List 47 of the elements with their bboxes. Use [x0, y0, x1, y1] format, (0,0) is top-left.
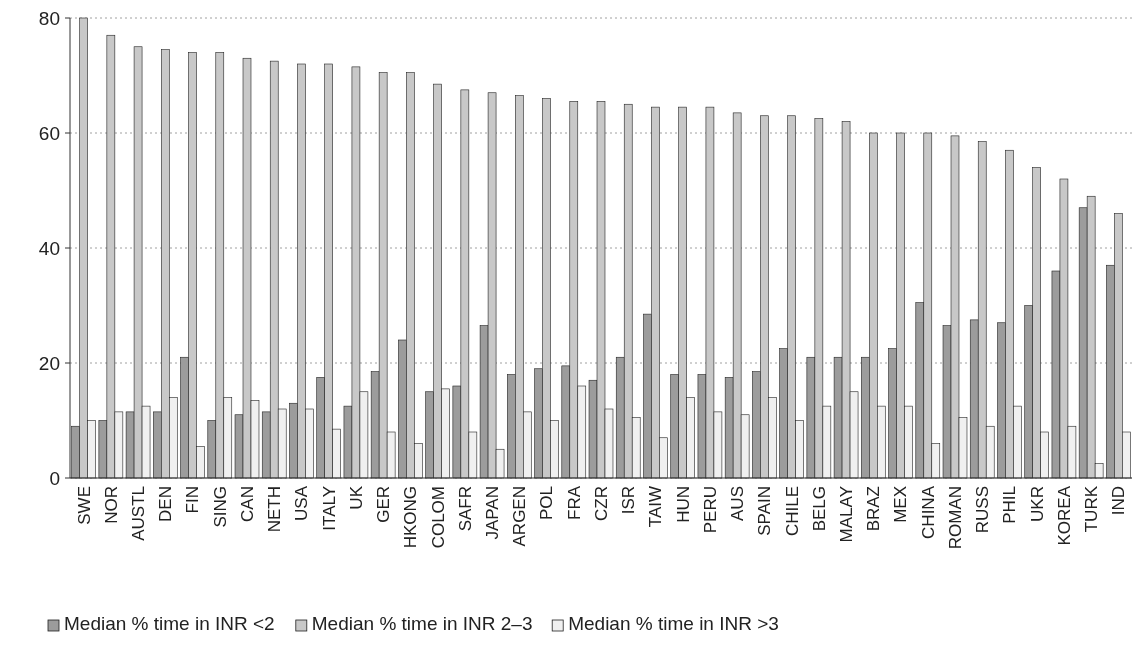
x-tick-label: FRA	[564, 485, 584, 520]
x-tick-label: SING	[210, 486, 230, 528]
y-tick-label: 60	[38, 122, 60, 144]
x-tick-label: AUSTL	[129, 486, 149, 541]
x-tick-label: MEX	[891, 486, 911, 523]
x-tick-label: SPAIN	[755, 486, 775, 536]
x-tick-label: BRAZ	[864, 486, 884, 532]
y-tick-label: 80	[38, 7, 60, 29]
x-tick-label: COLOM	[428, 486, 448, 549]
x-tick-label: UK	[346, 485, 366, 510]
x-tick-label: CAN	[237, 486, 257, 522]
x-tick-label: SWE	[74, 486, 94, 525]
x-tick-label: IND	[1109, 486, 1129, 516]
x-tick-label: GER	[374, 486, 394, 523]
x-tick-label: RUSS	[973, 486, 993, 534]
x-tick-label: PERU	[700, 486, 720, 534]
x-tick-label: UKR	[1027, 486, 1047, 522]
x-tick-label: BELG	[809, 486, 829, 532]
x-tick-label: ISR	[619, 486, 639, 515]
x-tick-label: KOREA	[1054, 485, 1074, 546]
x-tick-label: DEN	[156, 486, 176, 522]
x-tick-label: ITALY	[319, 486, 339, 531]
x-tick-label: MALAY	[837, 486, 857, 543]
x-tick-label: CHINA	[918, 485, 938, 539]
x-tick-label: FIN	[183, 486, 203, 514]
y-tick-label: 40	[38, 237, 60, 259]
x-tick-label: USA	[292, 485, 312, 521]
x-tick-label: TURK	[1082, 485, 1102, 533]
x-tick-label: NETH	[265, 486, 285, 533]
x-tick-label: SAFR	[455, 486, 475, 532]
legend-label: Median % time in INR <2	[64, 613, 275, 634]
x-tick-label: PHIL	[1000, 486, 1020, 524]
y-tick-label: 20	[38, 352, 60, 374]
x-tick-label: CHILE	[782, 486, 802, 537]
x-tick-label: HUN	[673, 486, 693, 523]
y-tick-label: 0	[49, 467, 60, 489]
x-tick-label: HKONG	[401, 486, 421, 549]
x-tick-label: POL	[537, 486, 557, 521]
x-tick-label: NOR	[101, 486, 121, 524]
x-tick-label: AUS	[728, 486, 748, 521]
legend-label: Median % time in INR >3	[568, 613, 779, 634]
x-tick-label: JAPAN	[483, 486, 503, 540]
x-tick-label: CZR	[591, 486, 611, 521]
x-tick-label: ARGEN	[510, 486, 530, 547]
x-tick-label: TAIW	[646, 486, 666, 528]
legend-label: Median % time in INR 2–3	[311, 613, 533, 634]
x-tick-label: ROMAN	[945, 486, 965, 550]
